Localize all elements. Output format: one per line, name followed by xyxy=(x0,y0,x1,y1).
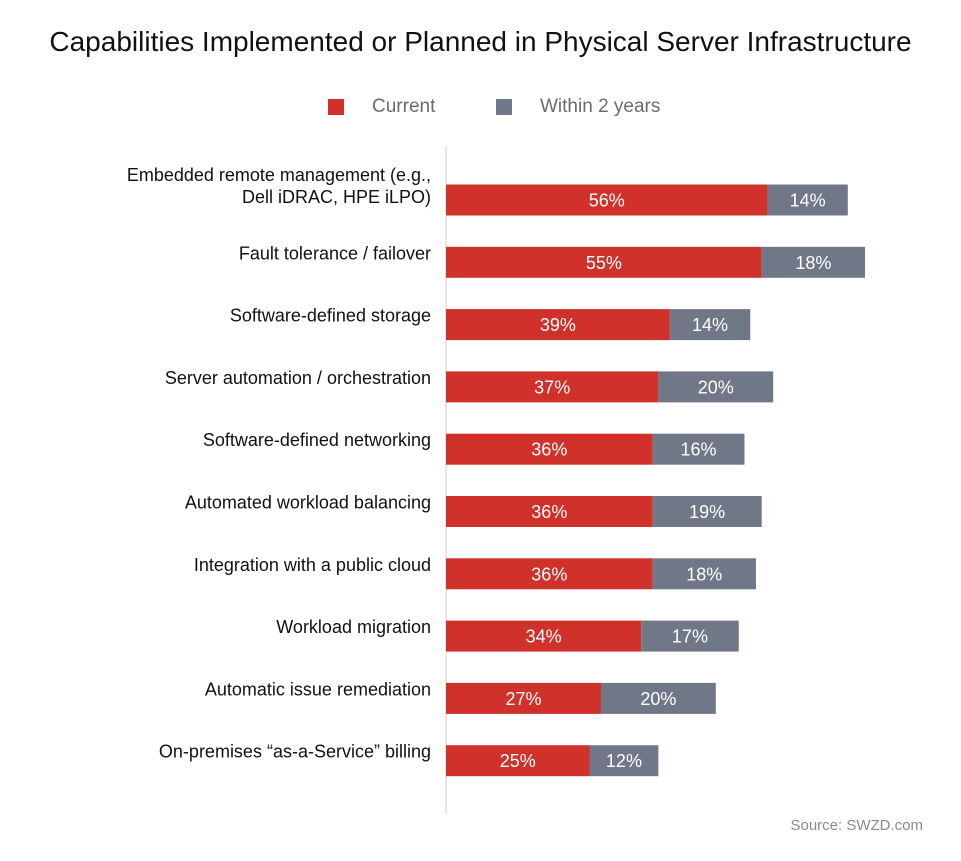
category-label-line: Software-defined storage xyxy=(230,306,431,326)
data-label-current: 25% xyxy=(500,751,536,771)
category-label-line: Automated workload balancing xyxy=(185,493,431,513)
category-label-line: On-premises “as-a-Service” billing xyxy=(159,742,431,762)
bar-segment-within-2-years xyxy=(761,246,866,278)
category-label: On-premises “as-a-Service” billing xyxy=(159,742,431,762)
legend-label-current: Current xyxy=(372,96,436,117)
data-label-current: 34% xyxy=(526,627,562,647)
bar-segment-within-2-years xyxy=(658,371,774,403)
category-label: Software-defined storage xyxy=(230,306,431,326)
data-label-current: 27% xyxy=(505,689,541,709)
data-label-within-2-years: 20% xyxy=(698,377,734,397)
category-label: Automatic issue remediation xyxy=(205,679,431,699)
source-note: Source: SWZD.com xyxy=(790,817,923,834)
data-label-current: 37% xyxy=(534,377,570,397)
legend-label-within-2-years: Within 2 years xyxy=(540,96,661,117)
data-label-current: 39% xyxy=(540,315,576,335)
bar-segment-within-2-years xyxy=(600,682,716,714)
category-label: Software-defined networking xyxy=(203,430,431,450)
category-label: Fault tolerance / failover xyxy=(239,243,431,263)
category-label-line: Server automation / orchestration xyxy=(165,368,431,388)
category-label-line: Software-defined networking xyxy=(203,430,431,450)
bar-segment-current xyxy=(446,620,642,652)
legend-item-within-2-years: Within 2 years xyxy=(496,96,660,118)
bar-segment-current xyxy=(446,433,653,465)
category-label: Server automation / orchestration xyxy=(165,368,431,388)
bar-segment-within-2-years xyxy=(767,184,848,216)
data-label-current: 55% xyxy=(586,253,622,273)
category-label-line: Embedded remote management (e.g., xyxy=(127,165,431,185)
data-label-within-2-years: 17% xyxy=(672,627,708,647)
data-label-current: 36% xyxy=(531,564,567,584)
category-label-line: Integration with a public cloud xyxy=(194,555,431,575)
category-label-line: Dell iDRAC, HPE iLPO) xyxy=(242,187,431,207)
category-label-line: Automatic issue remediation xyxy=(205,679,431,699)
legend-item-current: Current xyxy=(328,96,435,118)
data-label-within-2-years: 19% xyxy=(689,502,725,522)
bar-segment-current xyxy=(446,309,670,341)
legend: Current Within 2 years xyxy=(0,96,961,120)
bar-segment-within-2-years xyxy=(589,745,659,777)
bar-segment-current xyxy=(446,745,590,777)
category-label-line: Workload migration xyxy=(276,617,431,637)
bar-segment-current xyxy=(446,496,653,527)
category-label-line: Fault tolerance / failover xyxy=(239,243,431,263)
bar-segment-within-2-years xyxy=(652,558,756,590)
chart-title: Capabilities Implemented or Planned in P… xyxy=(49,26,912,57)
legend-swatch-current xyxy=(328,99,344,115)
category-label: Embedded remote management (e.g., Dell iD… xyxy=(127,165,431,207)
category-label: Integration with a public cloud xyxy=(194,555,431,575)
bar-segment-current xyxy=(446,184,768,216)
data-label-within-2-years: 16% xyxy=(681,440,717,460)
data-label-within-2-years: 14% xyxy=(790,191,826,211)
bar-segment-current xyxy=(446,682,601,714)
category-label: Workload migration xyxy=(276,617,431,637)
legend-swatch-within-2-years xyxy=(496,99,512,115)
category-label: Automated workload balancing xyxy=(185,493,431,513)
bar-segment-within-2-years xyxy=(641,620,739,652)
data-label-within-2-years: 20% xyxy=(640,689,676,709)
bar-segment-current xyxy=(446,558,653,590)
bar-segment-current xyxy=(446,371,659,403)
bar-segment-current xyxy=(446,246,762,278)
bar-segment-within-2-years xyxy=(652,433,745,465)
data-label-within-2-years: 18% xyxy=(795,253,831,273)
data-label-current: 36% xyxy=(531,502,567,522)
data-label-within-2-years: 18% xyxy=(686,564,722,584)
bar-segment-within-2-years xyxy=(669,309,751,341)
data-label-current: 36% xyxy=(531,440,567,460)
bar-segment-within-2-years xyxy=(652,496,762,527)
data-label-current: 56% xyxy=(589,191,625,211)
data-label-within-2-years: 12% xyxy=(606,751,642,771)
data-label-within-2-years: 14% xyxy=(692,315,728,335)
